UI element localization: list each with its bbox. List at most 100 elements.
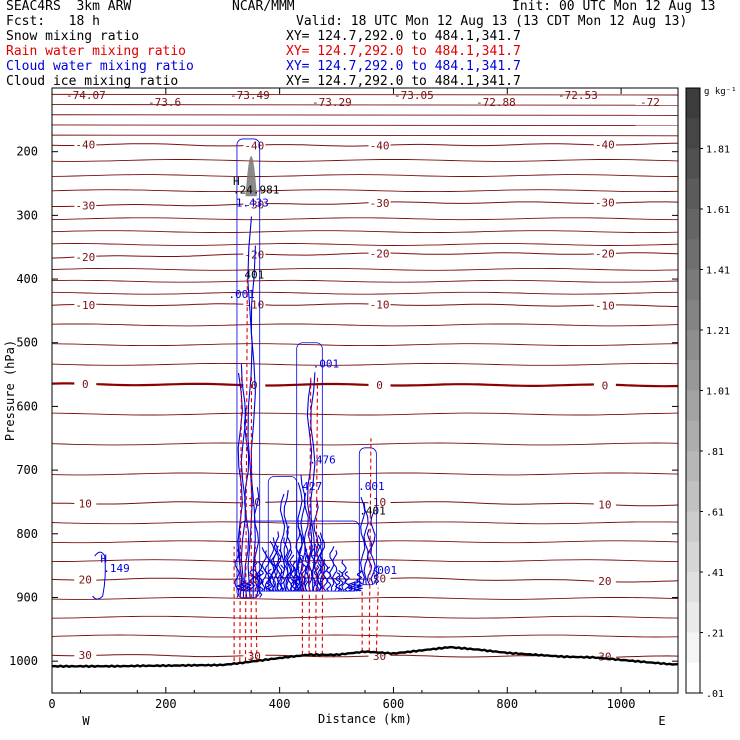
cloud-water-contour [322,558,329,592]
y-tick-label: 400 [16,272,38,286]
y-tick-label: 800 [16,527,38,541]
colorbar-swatch [686,390,700,422]
colorbar-swatch [686,148,700,180]
isotherm-label: -30 [370,197,390,210]
isotherm-label-bg [368,196,391,209]
forecast-hour: Fcst: 18 h [6,14,100,29]
cloud-water-contour [304,548,310,592]
isotherm-upper [51,114,679,116]
isotherm-minor [51,230,679,234]
contour-annotation: 1.433 [236,196,269,209]
contour-annotation: .001 [228,288,255,301]
isotherm-upper [51,104,679,106]
isotherm-minor [51,217,679,221]
cloud-water-contour [341,560,347,592]
isotherm-label: 30 [79,649,92,662]
cloud-water-contour [331,550,338,592]
cloud-water-contour [237,372,243,598]
isotherm-minor [51,343,679,347]
isotherm-upper [51,134,679,137]
center-name: NCAR/MMM [232,0,295,14]
isotherm-label: -10 [370,299,390,312]
cloud-water-small [92,551,106,600]
isotherm-label: -40 [244,139,264,152]
contour-annotation: .001 [291,553,318,566]
isotherm-label-bg [74,573,97,586]
isotherm-upper [51,93,679,96]
colorbar-label: 1.01 [706,387,730,398]
top-temp-label: -72.88 [476,96,516,109]
isotherm-minor [51,174,679,177]
isotherm-label-bg [368,298,391,311]
isotherm-label: -40 [75,139,95,152]
top-temp-label: -73.29 [312,96,352,109]
colorbar: 1.81 1.61 1.41 1.21 1.01 .81 .61 .41 .21 .01 g kg⁻… [685,87,737,700]
isotherm-label-bg [74,299,97,312]
field-xy-snow: XY= 124.7,292.0 to 484.1,341.7 [286,29,521,44]
y-tick-label: 600 [16,399,38,413]
cloud-water-contour [313,564,320,592]
isotherm-20 [51,577,679,583]
isotherm-label: -30 [244,199,264,212]
x-tick-label: 1000 [607,697,636,711]
y-axis-label: Pressure (hPa) [3,340,17,441]
colorbar-swatch [686,178,700,210]
y-tick-label: 900 [16,590,38,604]
cloud-water-contour [307,523,313,592]
isotherm--20 [51,252,679,259]
contour-annotation: .149 [103,562,130,575]
valid-time: Valid: 18 UTC Mon 12 Aug 13 (13 CDT Mon … [296,14,688,29]
contour-annotation: H [100,552,107,565]
isotherm-label: 20 [598,575,611,588]
field-name-cloud-water: Cloud water mixing ratio [6,59,194,74]
isotherm-label-bg [593,299,616,312]
isotherm-label-bg [368,378,391,391]
y-tick-label: 700 [16,463,38,477]
contour-annotation: .001 [313,358,340,371]
isotherm-label: -20 [244,249,264,262]
y-tick-label: 500 [16,336,38,350]
isotherm--30 [52,201,679,207]
colorbar-swatch [686,88,700,119]
colorbar-label: .21 [706,629,724,640]
cloud-water-contours [92,138,380,600]
y-tick-label: 1000 [9,654,38,668]
isotherm-label-bg [368,572,391,585]
colorbar-swatch [686,662,700,694]
cloud-water-contour [329,546,335,592]
isotherm-minor [51,521,679,525]
cloud-water-contour [370,510,376,585]
isotherm-label: -30 [75,200,95,213]
cloud-water-contour [289,554,295,592]
cloud-water-contour [270,553,277,592]
cloud-water-contour [253,487,260,598]
contour-annotation: H [233,175,240,188]
east-label: E [658,714,665,728]
cloud-water-contour [245,582,253,592]
colorbar-label: .01 [706,689,724,700]
cloud-water-contour [301,561,307,592]
top-temp-label: -73.6 [148,96,181,109]
colorbar-swatch [686,420,700,452]
isotherm-label: -10 [595,300,615,313]
isotherm-label-bg [74,649,97,662]
isotherm-label-bg [593,247,616,260]
cloud-water-contour [272,537,278,592]
contour-annotation: 427 [302,480,322,493]
temperature-contours: -40 -40 -40 -40 -30 -30 -30 -30 -20 -20 -20 -20 -10 -… [51,89,679,664]
rain-water-contours [233,279,379,662]
colorbar-label: 1.21 [706,326,730,337]
cloud-water-contour [279,493,286,592]
colorbar-swatch [686,481,700,512]
cloud-water-contour [267,568,274,592]
x-tick-label: 400 [269,697,291,711]
colorbar-label: .61 [706,508,724,519]
contour-annotations: .149HH.24.9811.433401.001.001.476427.001… [100,175,397,577]
plot-frame [51,87,679,694]
cloud-water-contour [283,537,289,592]
isotherm-minor [51,243,679,246]
colorbar-swatch [686,239,700,270]
isotherm-label-bg [593,138,616,151]
cloud-water-contour [286,525,292,592]
isotherm-label-bg [74,378,97,391]
